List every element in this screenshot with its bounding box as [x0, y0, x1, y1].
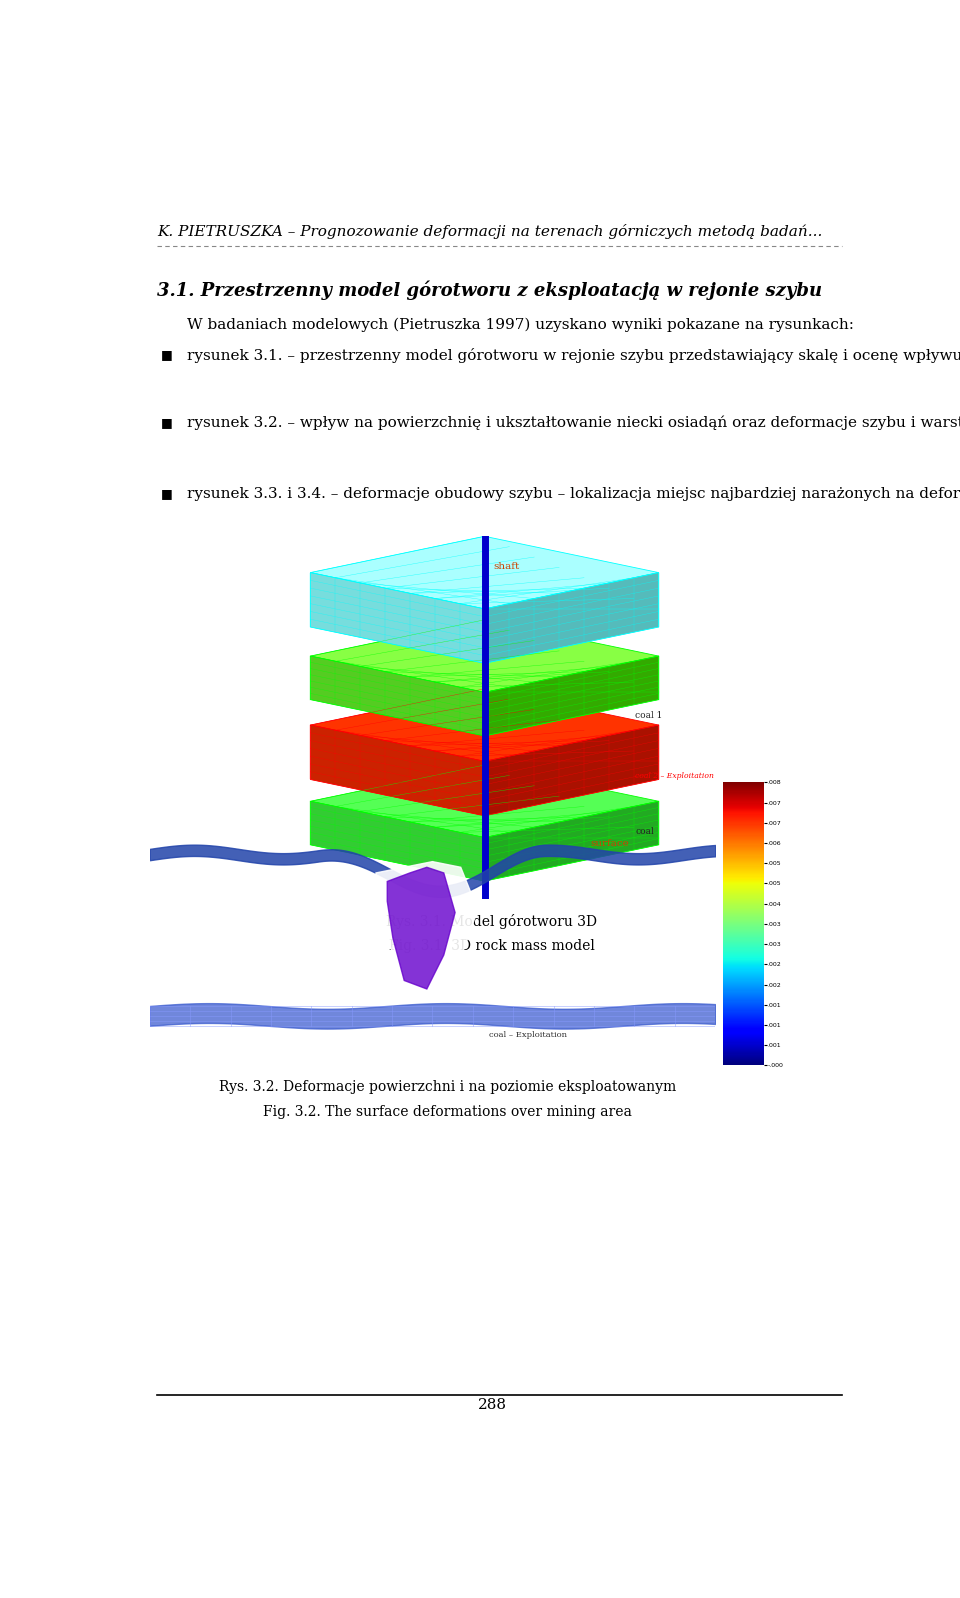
Text: ■: ■ — [161, 415, 173, 428]
Text: Fig. 3.1. 3D rock mass model: Fig. 3.1. 3D rock mass model — [389, 938, 595, 952]
Text: rysunek 3.1. – przestrzenny model górotworu w rejonie szybu przedstawiający skal: rysunek 3.1. – przestrzenny model górotw… — [187, 348, 960, 363]
Text: 288: 288 — [477, 1398, 507, 1413]
Text: Fig. 3.2. The surface deformations over mining area: Fig. 3.2. The surface deformations over … — [263, 1104, 632, 1119]
Text: rysunek 3.2. – wpływ na powierzchnię i ukształtowanie niecki osiadąń oraz deform: rysunek 3.2. – wpływ na powierzchnię i u… — [187, 415, 960, 430]
Text: 3.1. Przestrzenny model górotworu z eksploatacją w rejonie szybu: 3.1. Przestrzenny model górotworu z eksp… — [157, 280, 823, 300]
Text: Rys. 3.2. Deformacje powierzchni i na poziomie eksploatowanym: Rys. 3.2. Deformacje powierzchni i na po… — [219, 1080, 676, 1095]
Text: rysunek 3.3. i 3.4. – deformacje obudowy szybu – lokalizacja miejsc najbardziej : rysunek 3.3. i 3.4. – deformacje obudowy… — [187, 487, 960, 502]
Text: Rys. 3.1. Model górotworu 3D: Rys. 3.1. Model górotworu 3D — [387, 914, 597, 928]
Text: ■: ■ — [161, 348, 173, 361]
Text: K. PIETRUSZKA – Prognozowanie deformacji na terenach górniczych metodą badań...: K. PIETRUSZKA – Prognozowanie deformacji… — [157, 224, 823, 238]
Text: W badaniach modelowych (Pietruszka 1997) uzyskano wyniki pokazane na rysunkach:: W badaniach modelowych (Pietruszka 1997)… — [187, 318, 854, 332]
Text: ■: ■ — [161, 487, 173, 500]
